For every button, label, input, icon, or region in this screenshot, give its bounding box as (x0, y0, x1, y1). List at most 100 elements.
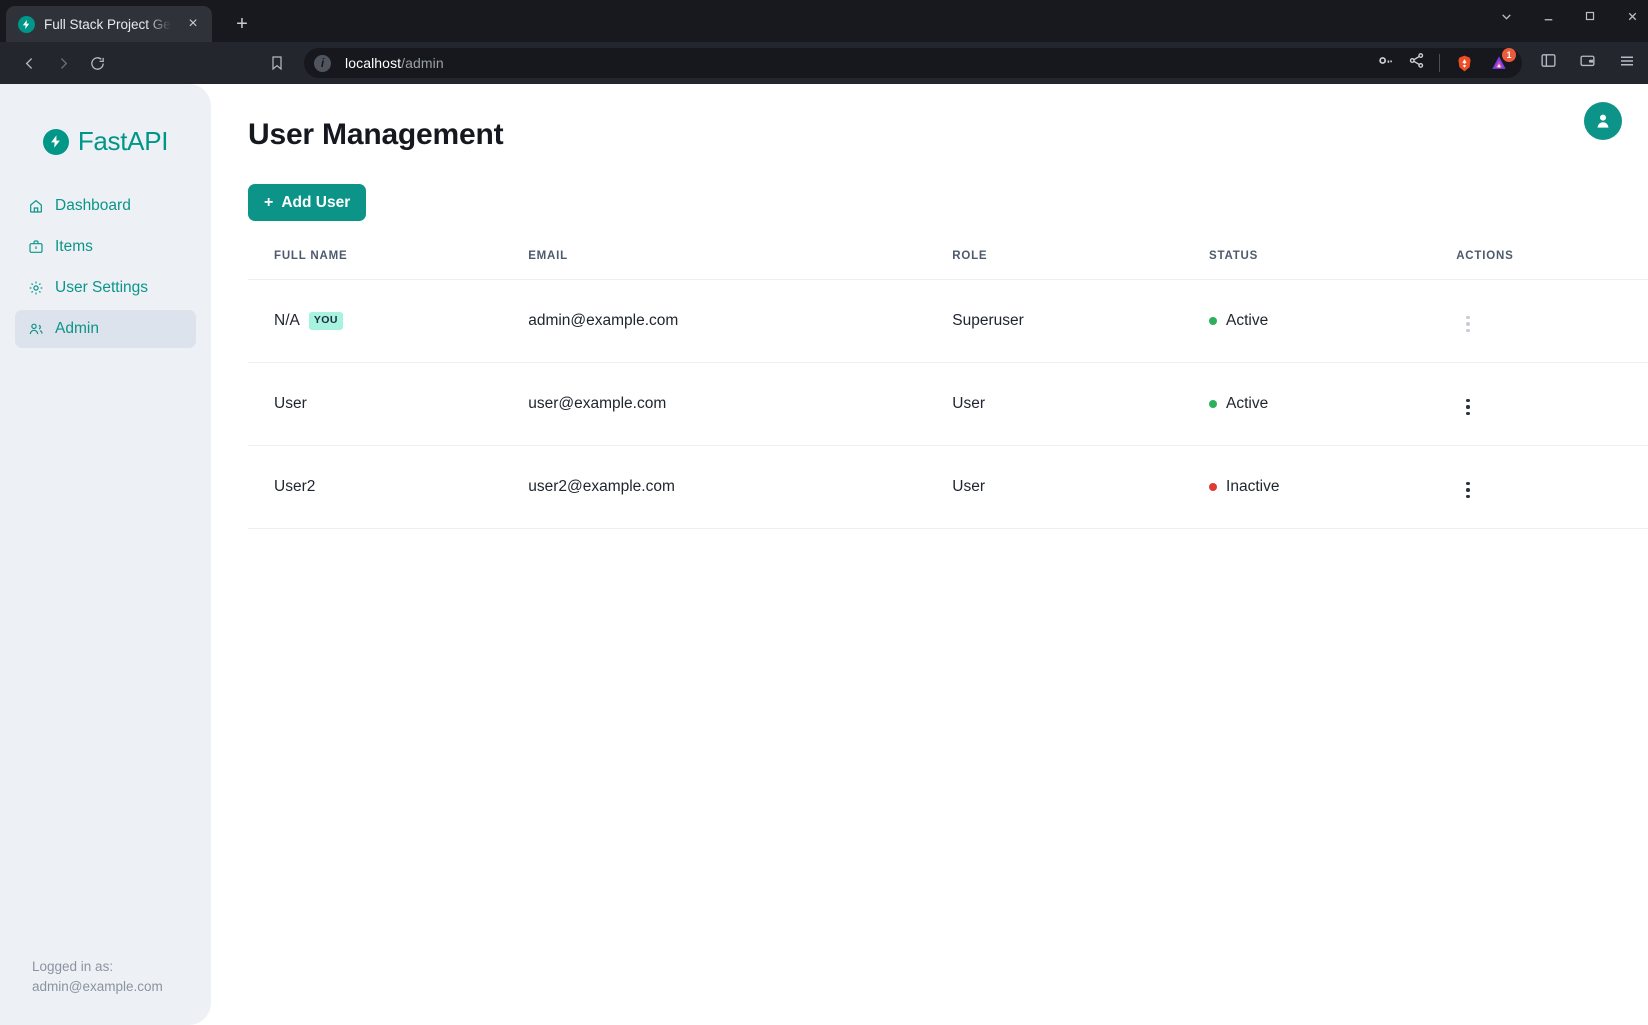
cell-status: Active (1209, 279, 1457, 363)
cell-email: user2@example.com (528, 445, 953, 529)
status-label: Active (1226, 312, 1269, 329)
bookmark-icon[interactable] (262, 48, 292, 78)
table-body: N/A YOU admin@example.com Superuser Acti… (248, 279, 1648, 529)
sidebar-item-label: Items (55, 238, 93, 255)
brave-shields-icon[interactable] (1454, 53, 1474, 73)
minimize-icon[interactable] (1540, 8, 1556, 24)
table-row: N/A YOU admin@example.com Superuser Acti… (248, 279, 1648, 363)
close-tab-icon[interactable]: × (188, 15, 198, 32)
browser-toolbar: i localhost/admin 1 (0, 42, 1648, 84)
toolbar-right-icons (1540, 52, 1636, 75)
forward-arrow-icon[interactable] (46, 48, 80, 78)
table-row: User2 user2@example.com User Inactive (248, 445, 1648, 529)
sidebar-item-dashboard[interactable]: Dashboard (15, 187, 196, 225)
app-sidebar: FastAPI Dashboard Items (0, 84, 211, 1025)
sidebar-item-label: Admin (55, 320, 99, 337)
row-actions-menu-icon[interactable] (1456, 395, 1480, 420)
sidebar-nav: Dashboard Items User Settings (0, 187, 211, 348)
address-bar-actions: 1 (1377, 48, 1516, 74)
sidebar-item-items[interactable]: Items (15, 228, 196, 266)
toolbar-divider (1439, 54, 1440, 72)
cell-status: Active (1209, 362, 1457, 446)
sidebar-item-user-settings[interactable]: User Settings (15, 269, 196, 307)
window-controls (1498, 8, 1640, 24)
page-viewport: FastAPI Dashboard Items (0, 84, 1648, 1025)
cell-email: user@example.com (528, 362, 953, 446)
sidebar-item-label: Dashboard (55, 197, 131, 214)
url-path: /admin (401, 55, 444, 71)
logged-in-email: admin@example.com (32, 978, 163, 994)
status-label: Inactive (1226, 478, 1280, 495)
cell-actions (1456, 445, 1648, 529)
url-host: localhost (345, 55, 402, 71)
cell-actions (1456, 362, 1648, 446)
status-label: Active (1226, 395, 1269, 412)
you-badge: YOU (308, 312, 343, 330)
extension-badge-count: 1 (1502, 48, 1516, 62)
sidebar-panel-icon[interactable] (1540, 52, 1557, 74)
avatar[interactable] (1584, 102, 1622, 140)
briefcase-icon (27, 239, 44, 256)
table-header-row: FULL NAME EMAIL ROLE STATUS ACTIONS (248, 250, 1648, 280)
column-header-full-name: FULL NAME (248, 250, 529, 280)
logged-in-as: Logged in as: admin@example.com (0, 957, 211, 1025)
cell-role: Superuser (952, 279, 1210, 363)
wallet-icon[interactable] (1579, 52, 1596, 74)
brand-logo[interactable]: FastAPI (0, 110, 211, 187)
status-dot (1209, 483, 1218, 491)
column-header-status: STATUS (1209, 250, 1457, 280)
browser-tab[interactable]: Full Stack Project Genera × (6, 6, 212, 42)
home-icon (27, 198, 44, 215)
status-dot (1209, 400, 1218, 408)
address-bar[interactable]: i localhost/admin 1 (304, 48, 1522, 78)
site-info-icon[interactable]: i (314, 54, 331, 72)
close-window-icon[interactable] (1624, 8, 1640, 24)
tab-title: Full Stack Project Genera (44, 16, 175, 32)
sidebar-item-label: User Settings (55, 279, 149, 296)
reload-icon[interactable] (80, 48, 114, 78)
menu-icon[interactable] (1618, 52, 1636, 75)
tab-strip: Full Stack Project Genera × + (0, 0, 1648, 42)
add-user-button[interactable]: + Add User (248, 184, 367, 221)
extension-icon[interactable]: 1 (1488, 48, 1516, 74)
maximize-icon[interactable] (1582, 8, 1598, 24)
column-header-actions: ACTIONS (1456, 250, 1648, 280)
column-header-role: ROLE (952, 250, 1210, 280)
sidebar-item-admin[interactable]: Admin (15, 310, 196, 348)
back-arrow-icon[interactable] (12, 48, 46, 78)
column-header-email: EMAIL (528, 250, 953, 280)
cell-status: Inactive (1209, 445, 1457, 529)
table-header: FULL NAME EMAIL ROLE STATUS ACTIONS (248, 250, 1648, 280)
cell-full-name: N/A YOU (248, 279, 529, 363)
cell-email: admin@example.com (528, 279, 953, 363)
main-content: User Management + Add User FULL NAME EMA… (211, 84, 1648, 1025)
table-row: User user@example.com User Active (248, 362, 1648, 446)
url-text: localhost/admin (345, 55, 444, 71)
gear-icon (27, 280, 44, 297)
chevron-down-icon[interactable] (1498, 8, 1514, 24)
fastapi-favicon-icon (18, 15, 35, 33)
key-icon[interactable] (1377, 52, 1394, 74)
cell-role: User (952, 362, 1210, 446)
user-full-name: N/A (274, 312, 300, 329)
users-icon (27, 321, 44, 338)
fastapi-logo-icon (42, 128, 69, 155)
user-full-name: User2 (274, 478, 316, 495)
users-table: FULL NAME EMAIL ROLE STATUS ACTIONS N/A … (248, 250, 1648, 529)
cell-actions (1456, 279, 1648, 363)
plus-icon: + (264, 193, 274, 211)
row-actions-menu-icon[interactable] (1456, 312, 1480, 337)
brand-name: FastAPI (77, 126, 169, 156)
cell-full-name: User2 (248, 445, 529, 529)
status-dot (1209, 317, 1218, 325)
share-icon[interactable] (1408, 52, 1425, 74)
cell-role: User (952, 445, 1210, 529)
cell-full-name: User (248, 362, 529, 446)
add-user-label: Add User (281, 193, 351, 211)
user-full-name: User (274, 395, 307, 412)
logged-in-label: Logged in as: (32, 958, 114, 974)
row-actions-menu-icon[interactable] (1456, 478, 1480, 503)
page-title: User Management (248, 118, 504, 151)
new-tab-button[interactable]: + (236, 13, 248, 35)
